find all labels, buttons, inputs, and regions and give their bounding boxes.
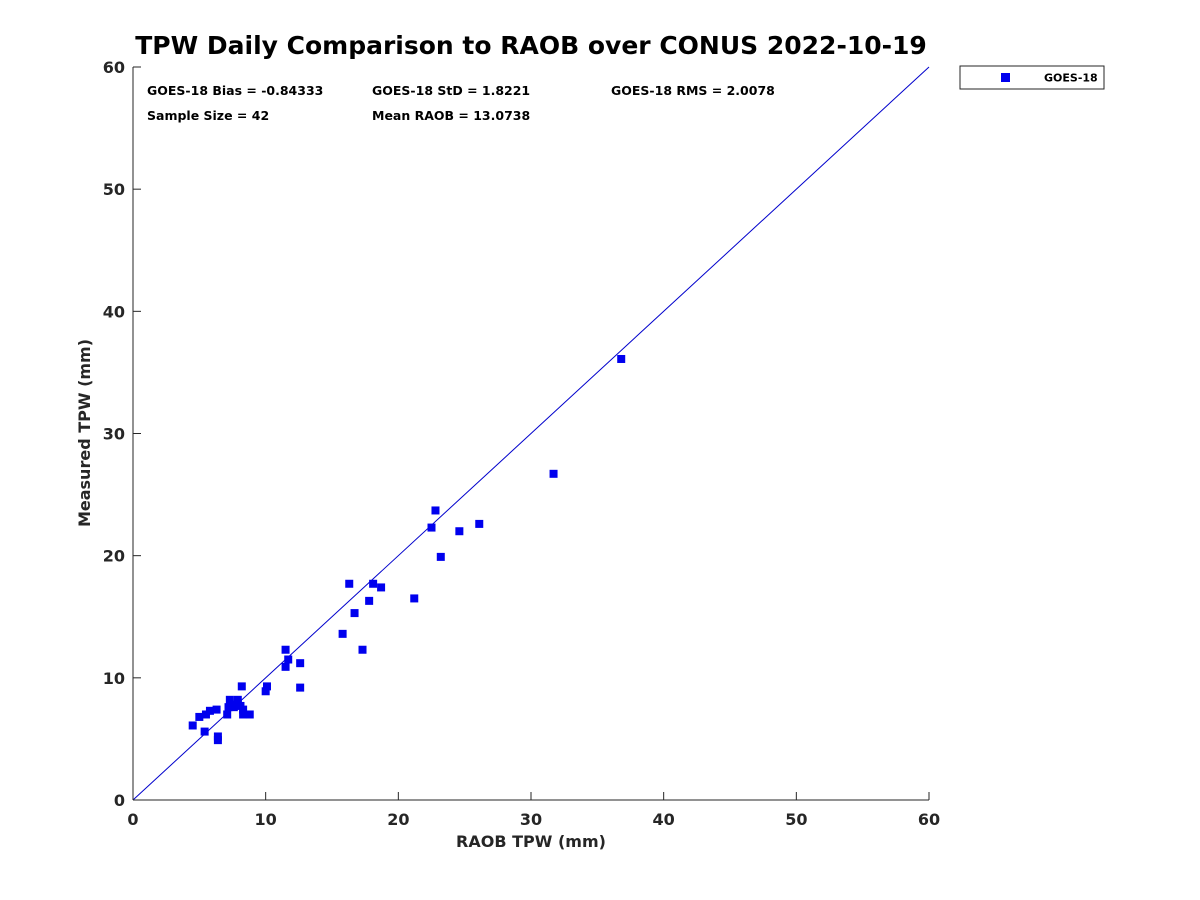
data-point — [281, 662, 290, 671]
y-tick-label: 50 — [103, 180, 125, 199]
x-axis-label: RAOB TPW (mm) — [456, 832, 606, 851]
data-point — [338, 629, 347, 638]
stat-bias: GOES-18 Bias = -0.84333 — [147, 83, 323, 98]
y-tick-label: 0 — [114, 791, 125, 810]
one-to-one-line — [132, 66, 930, 801]
y-tick-label: 10 — [103, 669, 125, 688]
stat-stdev: GOES-18 StD = 1.8221 — [372, 83, 530, 98]
x-tick-label: 50 — [785, 810, 807, 829]
goes18-points — [188, 354, 626, 745]
data-point — [377, 583, 386, 592]
data-point — [188, 721, 197, 730]
data-point — [281, 645, 290, 654]
data-point — [225, 695, 234, 704]
data-point — [345, 579, 354, 588]
data-point — [261, 687, 270, 696]
data-point — [205, 706, 214, 715]
data-point — [369, 579, 378, 588]
x-tick-label: 30 — [520, 810, 542, 829]
stat-mean-raob: Mean RAOB = 13.0738 — [372, 108, 530, 123]
x-tick-label: 0 — [127, 810, 138, 829]
data-point — [245, 710, 254, 719]
data-point — [284, 655, 293, 664]
stat-sample-size: Sample Size = 42 — [147, 108, 269, 123]
data-point — [296, 659, 305, 668]
stat-rms: GOES-18 RMS = 2.0078 — [611, 83, 775, 98]
data-point — [549, 469, 558, 478]
legend-box — [959, 65, 1105, 90]
x-tick-label: 60 — [918, 810, 940, 829]
legend: GOES-18 — [959, 65, 1105, 90]
data-point — [239, 705, 248, 714]
data-point — [350, 609, 359, 618]
legend-marker-goes18 — [1001, 73, 1010, 82]
y-tick-label: 30 — [103, 425, 125, 444]
y-tick-label: 40 — [103, 302, 125, 321]
data-point — [237, 682, 246, 691]
data-point — [436, 552, 445, 561]
legend-label-goes18: GOES-18 — [1044, 72, 1098, 85]
y-tick-label: 60 — [103, 58, 125, 77]
data-point — [223, 710, 232, 719]
data-point — [213, 736, 222, 745]
data-point — [410, 594, 419, 603]
y-axis-ticks: 0 10 20 30 40 50 60 — [103, 58, 141, 810]
data-point — [475, 519, 484, 528]
data-point — [296, 683, 305, 692]
data-point — [365, 596, 374, 605]
y-axis-label: Measured TPW (mm) — [75, 339, 94, 527]
x-tick-label: 10 — [255, 810, 277, 829]
data-point — [617, 354, 626, 363]
data-point — [427, 523, 436, 532]
chart-title: TPW Daily Comparison to RAOB over CONUS … — [135, 31, 927, 60]
statistics-annotations: GOES-18 Bias = -0.84333 GOES-18 StD = 1.… — [147, 83, 775, 123]
x-axis-ticks: 0 10 20 30 40 50 60 — [127, 792, 940, 829]
data-point — [455, 527, 464, 536]
data-point — [358, 645, 367, 654]
data-point — [233, 695, 242, 704]
data-point — [431, 506, 440, 515]
data-point — [200, 727, 209, 736]
y-tick-label: 20 — [103, 547, 125, 566]
x-tick-label: 40 — [653, 810, 675, 829]
data-point — [195, 712, 204, 721]
reference-line-layer — [132, 66, 930, 801]
x-tick-label: 20 — [387, 810, 409, 829]
data-point — [212, 705, 221, 714]
data-point — [239, 710, 248, 719]
data-point — [262, 682, 271, 691]
